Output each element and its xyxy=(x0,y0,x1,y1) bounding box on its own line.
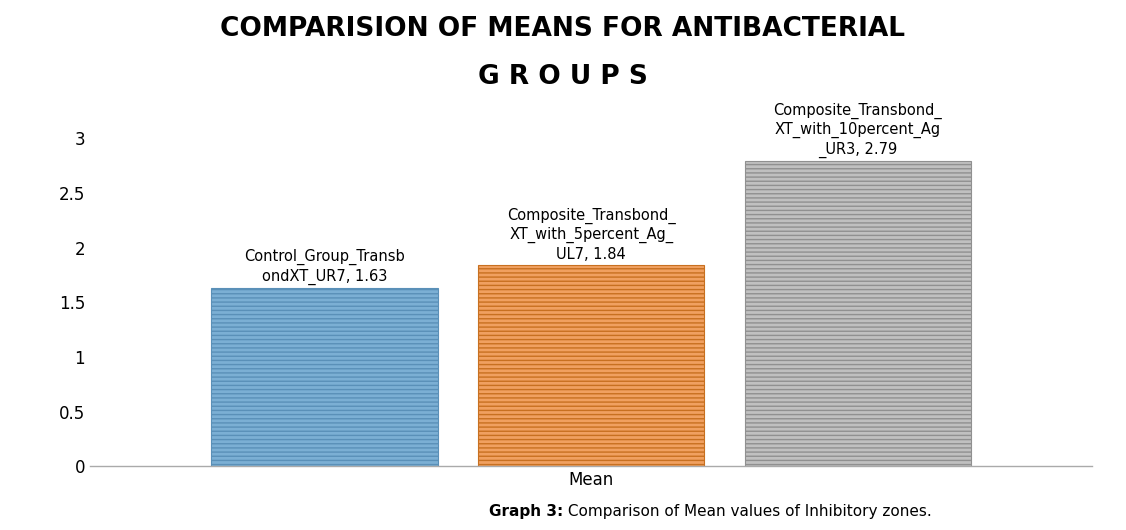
Text: Composite_Transbond_
XT_with_10percent_Ag
_UR3, 2.79: Composite_Transbond_ XT_with_10percent_A… xyxy=(774,102,942,158)
Bar xyxy=(212,288,438,466)
Text: Graph 3:: Graph 3: xyxy=(489,504,563,519)
Text: Comparison of Mean values of Inhibitory zones.: Comparison of Mean values of Inhibitory … xyxy=(563,504,931,519)
Text: Control_Group_Transb
ondXT_UR7, 1.63: Control_Group_Transb ondXT_UR7, 1.63 xyxy=(244,249,405,285)
Bar xyxy=(479,265,704,466)
Text: G R O U P S: G R O U P S xyxy=(479,64,647,90)
Bar xyxy=(744,162,971,466)
Text: COMPARISION OF MEANS FOR ANTIBACTERIAL: COMPARISION OF MEANS FOR ANTIBACTERIAL xyxy=(221,16,905,42)
Text: Composite_Transbond_
XT_with_5percent_Ag_
UL7, 1.84: Composite_Transbond_ XT_with_5percent_Ag… xyxy=(507,207,676,262)
